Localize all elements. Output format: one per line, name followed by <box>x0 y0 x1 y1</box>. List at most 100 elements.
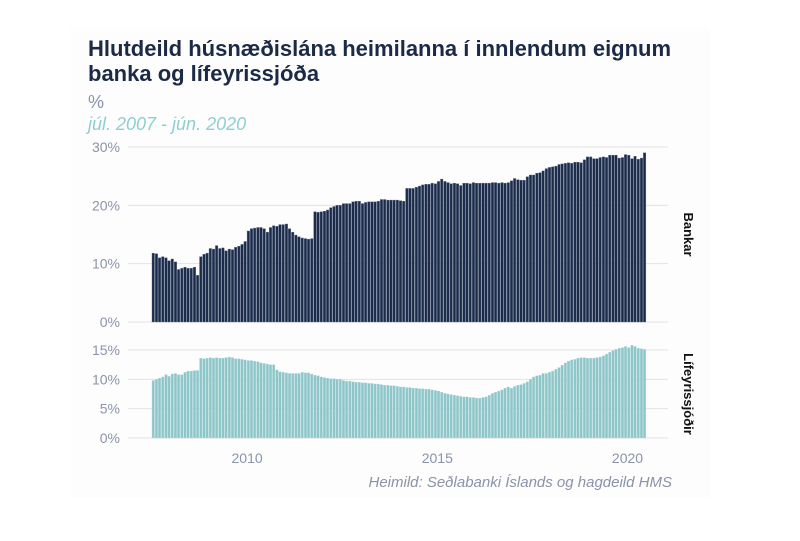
bar-lifeyrissjodir <box>345 380 349 439</box>
bar-bankar <box>446 182 450 323</box>
bar-bankar <box>519 180 523 323</box>
bar-lifeyrissjodir <box>300 372 304 439</box>
bar-bankar <box>380 199 383 323</box>
bar-bankar <box>532 174 536 323</box>
bar-bankar <box>253 227 257 323</box>
bar-lifeyrissjodir <box>370 383 374 439</box>
bar-lifeyrissjodir <box>158 377 162 439</box>
bar-lifeyrissjodir <box>332 378 336 439</box>
bar-lifeyrissjodir <box>440 392 444 439</box>
bar-bankar <box>624 154 628 323</box>
bar-bankar <box>329 207 333 323</box>
bar-lifeyrissjodir <box>497 390 501 439</box>
bar-bankar <box>497 182 501 323</box>
bar-lifeyrissjodir <box>376 383 380 439</box>
bar-lifeyrissjodir <box>452 394 456 439</box>
bar-bankar <box>173 261 177 323</box>
bar-bankar <box>234 247 238 323</box>
y-tick-label: 0% <box>100 314 120 330</box>
bar-lifeyrissjodir <box>202 358 206 439</box>
bar-lifeyrissjodir <box>291 373 295 439</box>
bar-bankar <box>557 164 561 323</box>
bar-bankar <box>342 203 345 323</box>
bar-bankar <box>503 182 507 323</box>
bar-bankar <box>643 152 647 323</box>
bar-bankar <box>399 200 402 323</box>
bar-bankar <box>357 201 361 323</box>
bar-lifeyrissjodir <box>383 385 387 439</box>
bar-lifeyrissjodir <box>338 379 342 439</box>
bar-lifeyrissjodir <box>319 376 323 439</box>
bar-bankar <box>601 156 605 323</box>
bar-bankar <box>462 182 466 323</box>
bar-lifeyrissjodir <box>468 397 472 439</box>
bar-bankar <box>576 161 580 323</box>
bar-lifeyrissjodir <box>164 374 168 439</box>
bar-bankar <box>367 201 371 323</box>
bar-lifeyrissjodir <box>269 364 272 439</box>
bar-bankar <box>361 203 364 323</box>
bar-lifeyrissjodir <box>560 365 564 439</box>
bar-lifeyrissjodir <box>177 374 181 439</box>
bar-bankar <box>376 201 380 323</box>
bar-bankar <box>411 188 415 323</box>
bar-bankar <box>452 182 456 323</box>
bar-lifeyrissjodir <box>386 385 390 439</box>
bar-bankar <box>354 201 358 323</box>
facet-label: Bankar <box>681 212 696 256</box>
bar-bankar <box>538 172 542 323</box>
bar-lifeyrissjodir <box>636 348 640 439</box>
bar-bankar <box>269 227 272 323</box>
bar-lifeyrissjodir <box>313 375 317 439</box>
bar-lifeyrissjodir <box>478 397 482 439</box>
bar-lifeyrissjodir <box>624 346 628 439</box>
bar-bankar <box>183 266 187 323</box>
bar-lifeyrissjodir <box>227 356 231 439</box>
bar-lifeyrissjodir <box>430 389 434 439</box>
bar-lifeyrissjodir <box>627 347 631 439</box>
bar-lifeyrissjodir <box>490 393 494 439</box>
bar-bankar <box>614 154 618 323</box>
bar-lifeyrissjodir <box>617 348 621 439</box>
bar-bankar <box>579 162 583 323</box>
bar-bankar <box>310 238 314 323</box>
bar-lifeyrissjodir <box>576 358 580 439</box>
bar-bankar <box>487 182 491 323</box>
bar-bankar <box>300 237 304 323</box>
bar-bankar <box>326 209 330 323</box>
bar-lifeyrissjodir <box>563 362 567 439</box>
bar-lifeyrissjodir <box>551 370 555 439</box>
bar-lifeyrissjodir <box>170 373 174 439</box>
bar-lifeyrissjodir <box>598 356 602 439</box>
bar-lifeyrissjodir <box>265 363 269 439</box>
bar-bankar <box>443 181 447 323</box>
bar-lifeyrissjodir <box>462 396 466 439</box>
y-tick-label: 20% <box>92 197 120 213</box>
bar-bankar <box>294 234 298 323</box>
bar-lifeyrissjodir <box>307 372 311 439</box>
bar-lifeyrissjodir <box>275 369 279 439</box>
bar-bankar <box>389 199 393 323</box>
bar-lifeyrissjodir <box>199 358 203 439</box>
bar-lifeyrissjodir <box>373 383 377 439</box>
bar-lifeyrissjodir <box>487 394 491 439</box>
bar-bankar <box>627 154 631 323</box>
bar-lifeyrissjodir <box>506 386 510 439</box>
bar-lifeyrissjodir <box>246 360 250 439</box>
bar-lifeyrissjodir <box>570 359 574 439</box>
bar-lifeyrissjodir <box>525 381 529 439</box>
bar-bankar <box>513 178 517 323</box>
facet-label: Lífeyrissjóðir <box>681 353 696 435</box>
bar-lifeyrissjodir <box>189 370 193 439</box>
bar-bankar <box>161 256 165 323</box>
bar-lifeyrissjodir <box>411 387 415 439</box>
bar-bankar <box>427 184 431 323</box>
bar-lifeyrissjodir <box>513 386 517 439</box>
bar-bankar <box>405 188 409 323</box>
bar-bankar <box>208 248 212 323</box>
bar-lifeyrissjodir <box>601 355 605 439</box>
bar-bankar <box>370 201 374 323</box>
bar-bankar <box>373 201 377 323</box>
bar-lifeyrissjodir <box>481 397 485 439</box>
bar-lifeyrissjodir <box>494 392 498 439</box>
